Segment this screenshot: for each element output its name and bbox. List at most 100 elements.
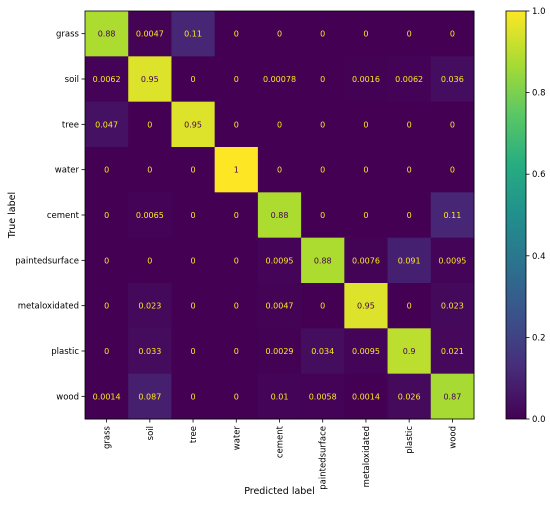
heatmap-cell: [85, 192, 129, 239]
cell-value-label: 0.021: [441, 347, 464, 356]
heatmap-cell: [387, 237, 432, 284]
cell-value-label: 0: [234, 211, 239, 220]
heatmap-cell: [85, 237, 129, 284]
y-tick-label: wood: [56, 392, 79, 402]
cell-value-label: 0.0014: [93, 392, 121, 401]
cell-value-label: 0.023: [441, 302, 464, 311]
cell-value-label: 0: [104, 256, 109, 265]
heatmap-cell: [387, 56, 432, 103]
heatmap-cell: [128, 192, 172, 239]
cell-value-label: 0.11: [184, 30, 202, 39]
colorbar-tick-label: 0.8: [532, 89, 546, 99]
heatmap-cell: [344, 11, 389, 57]
heatmap-cell: [214, 56, 259, 103]
heatmap-cell: [128, 11, 172, 57]
cell-value-label: 0.95: [357, 302, 375, 311]
heatmap-cell: [257, 56, 302, 103]
heatmap-cell: [387, 11, 432, 57]
heatmap-cell: [171, 56, 216, 103]
cell-value-label: 0.0058: [309, 392, 337, 401]
heatmap-cell: [214, 147, 259, 193]
cell-value-label: 0: [407, 30, 412, 39]
x-tick-label: wood: [448, 426, 458, 449]
cell-value-label: 0.88: [314, 256, 332, 265]
cell-value-label: 0: [320, 30, 325, 39]
cell-value-label: 0: [450, 166, 455, 175]
heatmap-cell: [171, 192, 216, 239]
heatmap-cell: [257, 283, 302, 329]
cell-value-label: 0: [147, 256, 152, 265]
colorbar-tick-label: 0.2: [532, 333, 546, 343]
heatmap-cell: [214, 283, 259, 329]
cell-value-label: 0.026: [398, 392, 421, 401]
cell-value-label: 0.033: [138, 347, 161, 356]
heatmap-cell: [301, 56, 345, 103]
cell-value-label: 0: [320, 302, 325, 311]
cell-value-label: 0.0047: [266, 302, 294, 311]
cell-value-label: 0: [234, 120, 239, 129]
cell-value-label: 0: [234, 75, 239, 84]
heatmap-cell: [344, 101, 389, 148]
x-tick-label: plastic: [405, 426, 415, 454]
cell-value-label: 0: [191, 211, 196, 220]
heatmap-cell: [128, 101, 172, 148]
cell-value-label: 0: [191, 75, 196, 84]
cell-value-label: 0: [407, 211, 412, 220]
heatmap-cell: [430, 373, 475, 420]
heatmap-cell: [301, 11, 345, 57]
heatmap-cell: [387, 283, 432, 329]
heatmap-cell: [387, 373, 432, 420]
cell-value-label: 0.9: [403, 347, 416, 356]
cell-value-label: 0.091: [398, 256, 421, 265]
heatmap-cell: [171, 328, 216, 375]
heatmap-cell: [257, 147, 302, 193]
cell-value-label: 0: [363, 30, 368, 39]
cell-value-label: 0: [277, 166, 282, 175]
cell-value-label: 0: [320, 211, 325, 220]
cell-value-label: 0: [320, 120, 325, 129]
heatmap-cell: [430, 101, 475, 148]
heatmap-cell: [387, 147, 432, 193]
cell-value-label: 0: [320, 166, 325, 175]
cell-value-label: 0.00078: [263, 75, 296, 84]
heatmap-cell: [257, 192, 302, 239]
heatmap-cell: [257, 101, 302, 148]
cell-value-label: 0: [191, 302, 196, 311]
y-tick-label: plastic: [51, 347, 79, 357]
x-tick-label: cement: [276, 425, 286, 458]
cell-value-label: 0.95: [141, 75, 159, 84]
heatmap-cell: [128, 373, 172, 420]
heatmap-cells: 0.88 0.0047 0.11 0 0 0 0 0 0 0.0062 0.95 0 0 0.00078 0…: [85, 11, 475, 420]
cell-value-label: 0: [234, 256, 239, 265]
cell-value-label: 0: [234, 302, 239, 311]
heatmap-cell: [257, 373, 302, 420]
heatmap-cell: [128, 283, 172, 329]
heatmap-cell: [214, 373, 259, 420]
heatmap-cell: [344, 192, 389, 239]
cell-value-label: 0.11: [443, 211, 461, 220]
y-tick-label: paintedsurface: [15, 256, 79, 266]
cell-value-label: 0: [234, 30, 239, 39]
heatmap-cell: [171, 101, 216, 148]
cell-value-label: 0.0062: [395, 75, 423, 84]
heatmap-cell: [171, 147, 216, 193]
cell-value-label: 0: [407, 120, 412, 129]
colorbar: [505, 10, 527, 420]
heatmap-cell: [430, 283, 475, 329]
heatmap-cell: [301, 237, 345, 284]
colorbar-ticks: 0.0 0.2 0.4 0.6 0.8 1.0: [526, 7, 546, 425]
cell-value-label: 0.01: [271, 392, 289, 401]
cell-value-label: 0.023: [138, 302, 161, 311]
heatmap-cell: [257, 11, 302, 57]
x-tick-label: grass: [103, 425, 113, 449]
heatmap-cell: [301, 101, 345, 148]
x-axis-ticks: grass soil tree water cement paintedsurface me…: [103, 419, 458, 490]
heatmap-cell: [344, 237, 389, 284]
heatmap-cell: [344, 283, 389, 329]
heatmap-cell: [128, 237, 172, 284]
x-tick-label: water: [232, 425, 242, 450]
heatmap-cell: [171, 237, 216, 284]
heatmap-cell: [128, 56, 172, 103]
cell-value-label: 0: [277, 120, 282, 129]
